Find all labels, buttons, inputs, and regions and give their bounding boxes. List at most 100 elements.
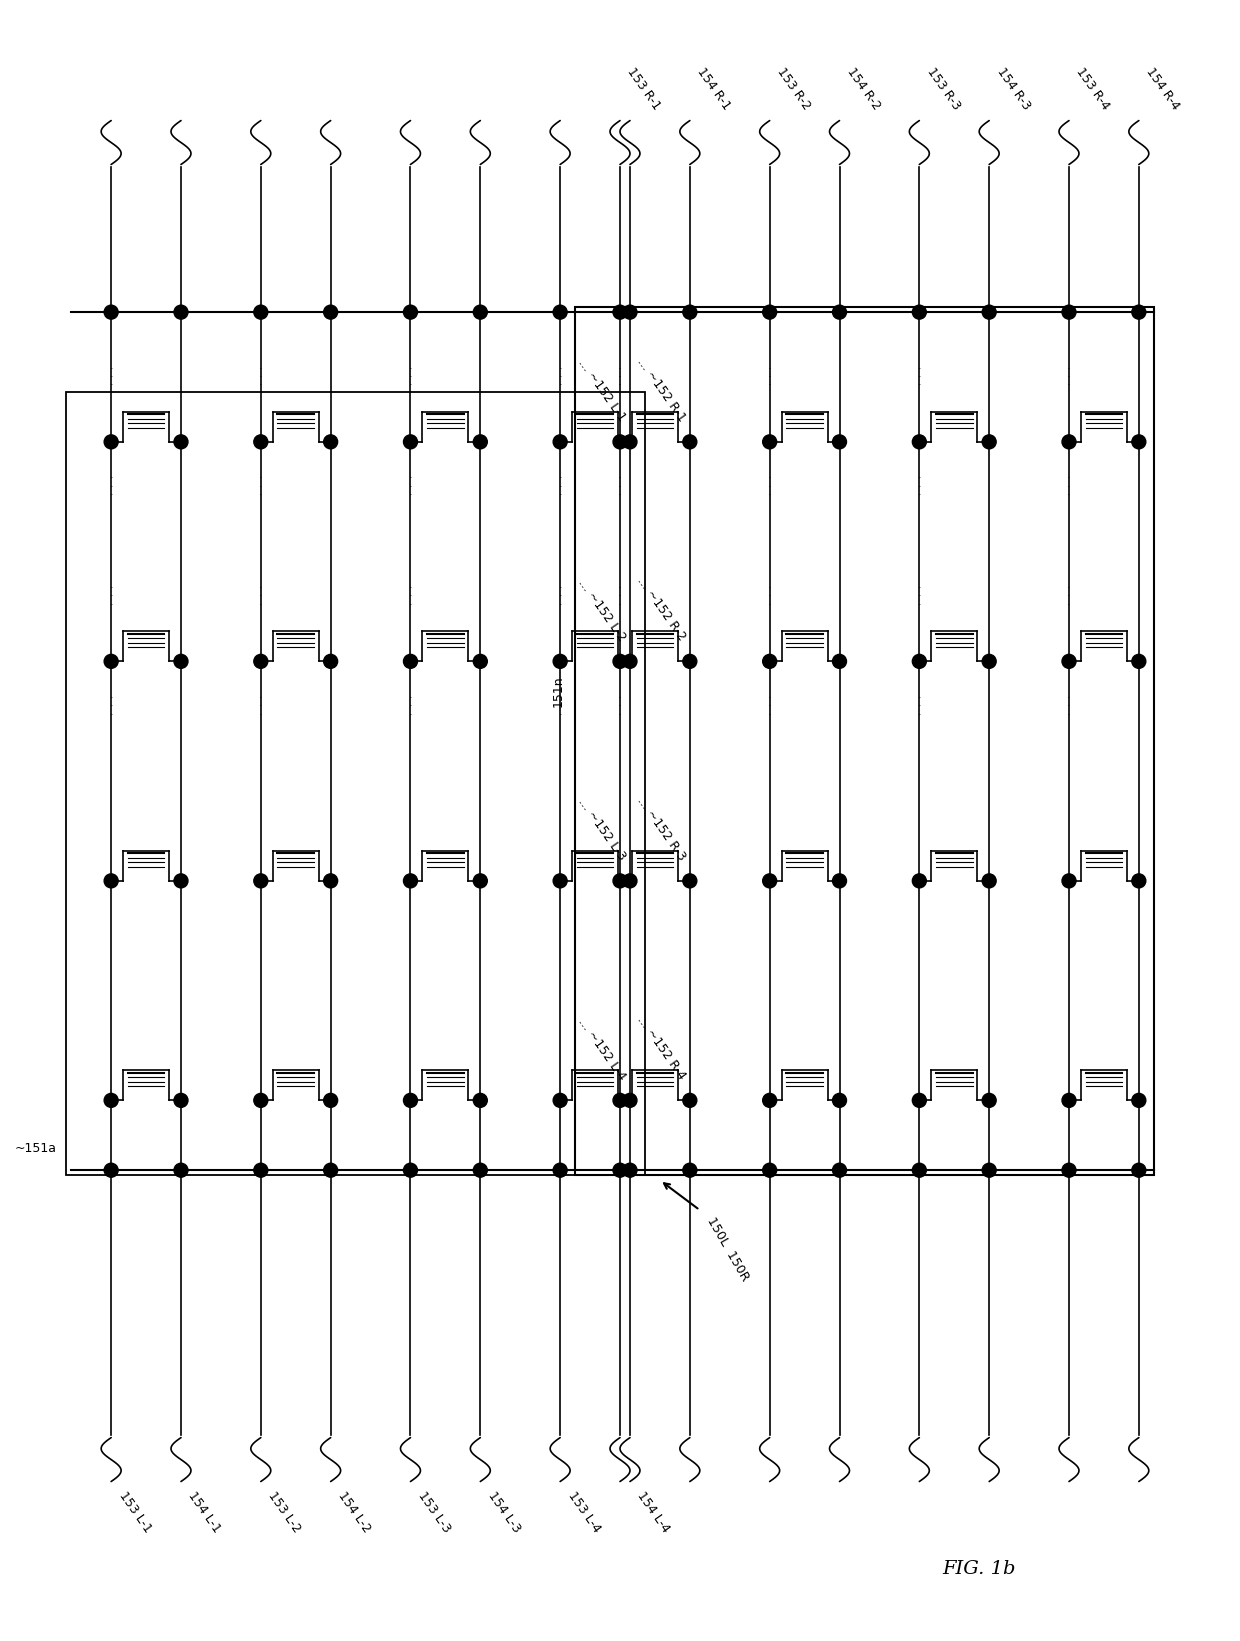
Circle shape [763, 1163, 776, 1177]
Text: ·
·
·: · · · [918, 473, 921, 501]
Circle shape [683, 875, 697, 888]
Text: 153 R-4: 153 R-4 [1074, 66, 1112, 113]
Text: ·
·
·: · · · [1068, 364, 1071, 391]
Circle shape [1132, 435, 1146, 450]
Text: ·
·
·: · · · [918, 693, 921, 720]
Circle shape [254, 655, 268, 668]
Circle shape [553, 875, 567, 888]
Circle shape [622, 655, 637, 668]
Circle shape [982, 655, 996, 668]
Text: ·
·
·: · · · [109, 583, 113, 610]
Circle shape [474, 1163, 487, 1177]
Text: 150L  150R: 150L 150R [704, 1214, 751, 1283]
Circle shape [832, 1093, 847, 1108]
Text: 154 L-2: 154 L-2 [336, 1490, 373, 1536]
Text: ·
·
·: · · · [918, 364, 921, 391]
Circle shape [832, 875, 847, 888]
Circle shape [324, 875, 337, 888]
Text: ... ~152 L-1: ... ~152 L-1 [575, 356, 627, 423]
Text: FIG. 1b: FIG. 1b [942, 1561, 1016, 1579]
Text: 154 R-2: 154 R-2 [844, 66, 883, 113]
Text: ·
·
·: · · · [109, 693, 113, 720]
Circle shape [403, 655, 418, 668]
Circle shape [1061, 305, 1076, 318]
Circle shape [104, 1163, 118, 1177]
Circle shape [622, 1093, 637, 1108]
Circle shape [1061, 435, 1076, 450]
Circle shape [174, 305, 188, 318]
Text: ·
·
·: · · · [619, 473, 621, 501]
Text: ·
·
·: · · · [768, 693, 771, 720]
Circle shape [553, 435, 567, 450]
Text: ~151a: ~151a [15, 1142, 56, 1155]
Circle shape [324, 1163, 337, 1177]
Circle shape [763, 435, 776, 450]
Circle shape [403, 1093, 418, 1108]
Text: 153 L-3: 153 L-3 [415, 1490, 453, 1536]
Circle shape [982, 1093, 996, 1108]
Circle shape [474, 1093, 487, 1108]
Circle shape [324, 435, 337, 450]
Circle shape [474, 655, 487, 668]
Text: ... ~152 L-4: ... ~152 L-4 [575, 1014, 627, 1083]
Text: ... ~152 R-2: ... ~152 R-2 [635, 574, 688, 643]
Text: ·
·
·: · · · [409, 364, 412, 391]
Circle shape [1132, 1163, 1146, 1177]
Circle shape [254, 1093, 268, 1108]
Text: ·
·
·: · · · [409, 583, 412, 610]
Circle shape [1132, 305, 1146, 318]
Circle shape [474, 435, 487, 450]
Text: ·
·
·: · · · [619, 693, 621, 720]
Text: 153 R-2: 153 R-2 [775, 66, 813, 113]
Circle shape [763, 305, 776, 318]
Circle shape [254, 305, 268, 318]
Circle shape [613, 1093, 627, 1108]
Circle shape [104, 875, 118, 888]
Circle shape [403, 435, 418, 450]
Circle shape [622, 305, 637, 318]
Text: ·
·
·: · · · [109, 473, 113, 501]
Text: ·
·
·: · · · [259, 583, 263, 610]
Text: ·
·
·: · · · [1068, 583, 1071, 610]
Text: 153 L-2: 153 L-2 [265, 1490, 304, 1536]
Text: ·
·
·: · · · [1068, 473, 1071, 501]
Circle shape [613, 655, 627, 668]
Circle shape [913, 305, 926, 318]
Text: 154 L-1: 154 L-1 [186, 1490, 223, 1536]
Circle shape [174, 875, 188, 888]
Text: 151n: 151n [552, 676, 565, 707]
Circle shape [324, 1093, 337, 1108]
Circle shape [1061, 1093, 1076, 1108]
Text: ·
·
·: · · · [768, 583, 771, 610]
Text: ·
·
·: · · · [558, 693, 562, 720]
Text: ·
·
·: · · · [259, 364, 263, 391]
Circle shape [622, 1163, 637, 1177]
Circle shape [1132, 875, 1146, 888]
Text: ... ~152 L-3: ... ~152 L-3 [575, 796, 627, 863]
Circle shape [622, 875, 637, 888]
Circle shape [683, 305, 697, 318]
Circle shape [1061, 1163, 1076, 1177]
Circle shape [104, 1093, 118, 1108]
Circle shape [553, 655, 567, 668]
Circle shape [982, 305, 996, 318]
Circle shape [913, 1093, 926, 1108]
Circle shape [613, 1163, 627, 1177]
Text: ·
·
·: · · · [619, 583, 621, 610]
Circle shape [683, 1093, 697, 1108]
Circle shape [174, 1093, 188, 1108]
Circle shape [613, 435, 627, 450]
Circle shape [683, 435, 697, 450]
Circle shape [613, 305, 627, 318]
Text: ·
·
·: · · · [918, 583, 921, 610]
Circle shape [832, 655, 847, 668]
Circle shape [832, 435, 847, 450]
Text: ·
·
·: · · · [409, 473, 412, 501]
Circle shape [763, 875, 776, 888]
Circle shape [832, 305, 847, 318]
Circle shape [913, 655, 926, 668]
Text: 153 L-1: 153 L-1 [117, 1490, 154, 1536]
Text: 154 R-1: 154 R-1 [694, 66, 733, 113]
Text: ... ~152 R-1: ... ~152 R-1 [635, 354, 688, 423]
Circle shape [622, 435, 637, 450]
